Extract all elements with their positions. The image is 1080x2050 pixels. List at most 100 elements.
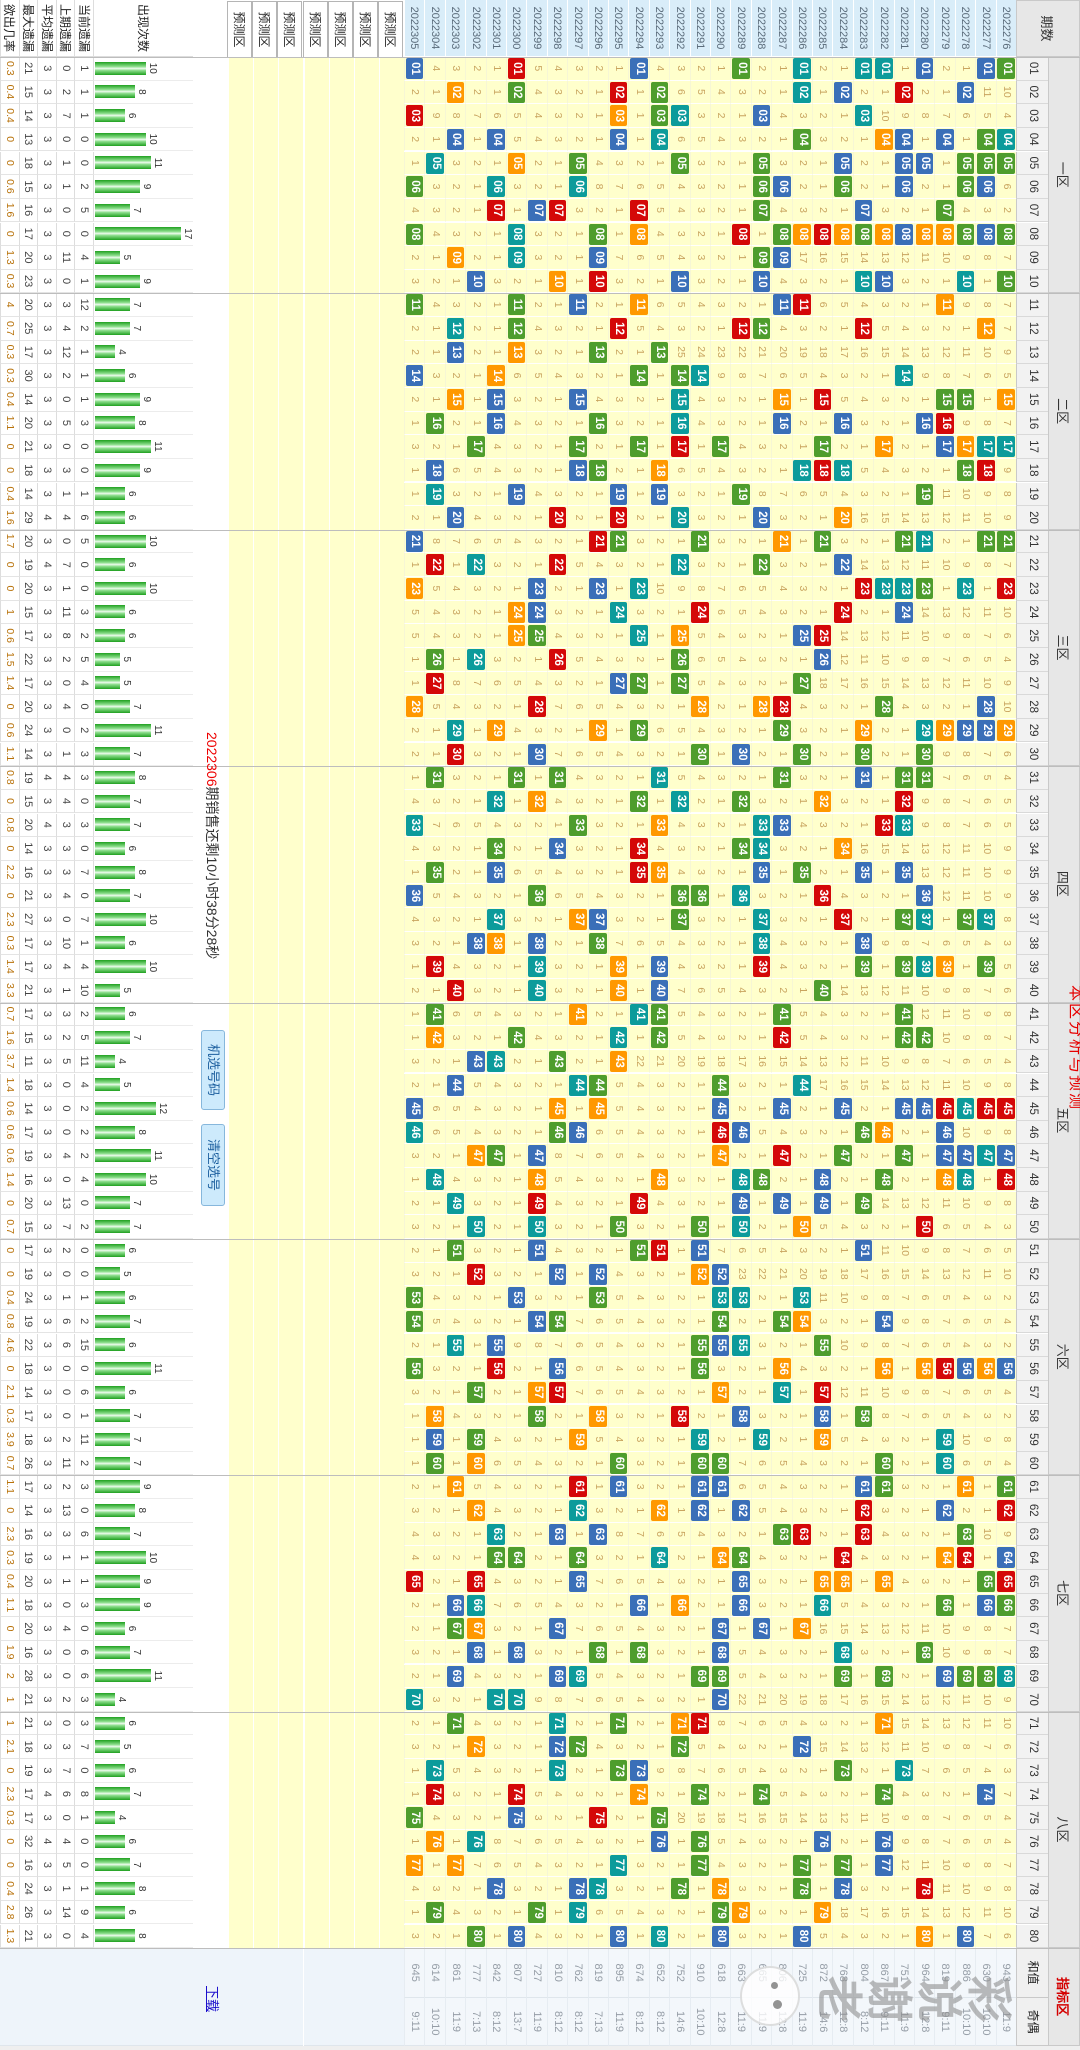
number-header-cell[interactable]: 79 (1016, 1901, 1048, 1925)
miss-count: 11 (915, 1623, 934, 1634)
number-header-cell[interactable]: 31 (1016, 766, 1048, 790)
number-header-cell[interactable]: 52 (1016, 1263, 1048, 1287)
miss-count: 5 (711, 987, 730, 993)
number-header-cell[interactable]: 50 (1016, 1215, 1048, 1239)
number-header-cell[interactable]: 61 (1016, 1475, 1048, 1499)
number-header-cell[interactable]: 58 (1016, 1405, 1048, 1429)
number-header-cell[interactable]: 09 (1016, 246, 1048, 270)
number-header-cell[interactable]: 62 (1016, 1499, 1048, 1523)
number-header-cell[interactable]: 33 (1016, 814, 1048, 838)
number-header-cell[interactable]: 25 (1016, 624, 1048, 648)
number-header-cell[interactable]: 54 (1016, 1310, 1048, 1334)
number-header-cell[interactable]: 45 (1016, 1097, 1048, 1121)
number-header-cell[interactable]: 56 (1016, 1357, 1048, 1381)
number-header-cell[interactable]: 51 (1016, 1239, 1048, 1263)
trend-cell: 04 (975, 128, 995, 152)
number-header-cell[interactable]: 10 (1016, 270, 1048, 294)
trend-cell: 4 (873, 1523, 893, 1547)
number-header-cell[interactable]: 71 (1016, 1712, 1048, 1736)
number-header-cell[interactable]: 24 (1016, 601, 1048, 625)
number-header-cell[interactable]: 75 (1016, 1806, 1048, 1830)
number-header-cell[interactable]: 15 (1016, 388, 1048, 412)
number-header-cell[interactable]: 64 (1016, 1546, 1048, 1570)
drawn-ball: 69 (957, 1666, 975, 1687)
number-header-cell[interactable]: 20 (1016, 506, 1048, 530)
number-header-cell[interactable]: 36 (1016, 884, 1048, 908)
number-header-cell[interactable]: 69 (1016, 1665, 1048, 1689)
number-header-cell[interactable]: 18 (1016, 459, 1048, 483)
drawn-ball: 70 (488, 1689, 506, 1710)
miss-count: 3 (507, 467, 526, 473)
number-header-cell[interactable]: 32 (1016, 790, 1048, 814)
number-header-cell[interactable]: 43 (1016, 1050, 1048, 1074)
number-header-cell[interactable]: 21 (1016, 530, 1048, 554)
number-header-cell[interactable]: 76 (1016, 1830, 1048, 1854)
number-header-cell[interactable]: 23 (1016, 577, 1048, 601)
number-header-cell[interactable]: 72 (1016, 1735, 1048, 1759)
drawn-ball: 74 (692, 1784, 710, 1805)
number-header-cell[interactable]: 12 (1016, 317, 1048, 341)
number-header-cell[interactable]: 48 (1016, 1168, 1048, 1192)
number-header-cell[interactable]: 39 (1016, 955, 1048, 979)
miss-count: 1 (446, 1224, 465, 1230)
number-header-cell[interactable]: 60 (1016, 1452, 1048, 1476)
number-header-cell[interactable]: 49 (1016, 1192, 1048, 1216)
number-header-cell[interactable]: 44 (1016, 1074, 1048, 1098)
number-header-cell[interactable]: 16 (1016, 412, 1048, 436)
number-header-cell[interactable]: 38 (1016, 932, 1048, 956)
number-header-cell[interactable]: 17 (1016, 435, 1048, 459)
number-header-cell[interactable]: 06 (1016, 175, 1048, 199)
number-header-cell[interactable]: 77 (1016, 1854, 1048, 1878)
number-header-cell[interactable]: 13 (1016, 341, 1048, 365)
number-header-cell[interactable]: 59 (1016, 1428, 1048, 1452)
number-header-cell[interactable]: 07 (1016, 199, 1048, 223)
number-header-cell[interactable]: 30 (1016, 743, 1048, 767)
number-header-cell[interactable]: 55 (1016, 1334, 1048, 1358)
number-header-cell[interactable]: 11 (1016, 293, 1048, 317)
number-header-cell[interactable]: 03 (1016, 104, 1048, 128)
number-header-cell[interactable]: 65 (1016, 1570, 1048, 1594)
number-header-cell[interactable]: 37 (1016, 908, 1048, 932)
number-header-cell[interactable]: 08 (1016, 223, 1048, 247)
number-header-cell[interactable]: 29 (1016, 719, 1048, 743)
miss-count: 3 (691, 184, 710, 190)
miss-count: 1 (467, 1366, 486, 1372)
number-header-cell[interactable]: 73 (1016, 1759, 1048, 1783)
number-header-cell[interactable]: 40 (1016, 979, 1048, 1003)
number-header-cell[interactable]: 78 (1016, 1877, 1048, 1901)
number-header-cell[interactable]: 41 (1016, 1003, 1048, 1027)
number-header-cell[interactable]: 04 (1016, 128, 1048, 152)
trend-cell: 3 (690, 270, 710, 294)
number-header-cell[interactable]: 22 (1016, 553, 1048, 577)
number-header-cell[interactable]: 66 (1016, 1594, 1048, 1618)
miss-count: 11 (956, 890, 975, 901)
trend-cell: 2 (526, 459, 546, 483)
number-header-cell[interactable]: 74 (1016, 1783, 1048, 1807)
number-header-cell[interactable]: 42 (1016, 1026, 1048, 1050)
trend-cell: 03 (649, 104, 669, 128)
trend-cell: 1 (975, 1168, 995, 1192)
number-header-cell[interactable]: 26 (1016, 648, 1048, 672)
number-header-cell[interactable]: 53 (1016, 1286, 1048, 1310)
number-header-cell[interactable]: 57 (1016, 1381, 1048, 1405)
number-header-cell[interactable]: 02 (1016, 81, 1048, 105)
number-header-cell[interactable]: 14 (1016, 364, 1048, 388)
number-header-cell[interactable]: 63 (1016, 1523, 1048, 1547)
number-header-cell[interactable]: 05 (1016, 152, 1048, 176)
number-header-cell[interactable]: 70 (1016, 1688, 1048, 1712)
number-header-cell[interactable]: 35 (1016, 861, 1048, 885)
trend-cell: 3 (486, 1712, 506, 1736)
number-header-cell[interactable]: 80 (1016, 1925, 1048, 1949)
number-header-cell[interactable]: 27 (1016, 672, 1048, 696)
number-header-cell[interactable]: 34 (1016, 837, 1048, 861)
number-header-cell[interactable]: 19 (1016, 483, 1048, 507)
trend-cell: 1 (914, 199, 934, 223)
number-header-cell[interactable]: 01 (1016, 57, 1048, 81)
miss-count: 3 (405, 1744, 424, 1750)
number-header-cell[interactable]: 67 (1016, 1617, 1048, 1641)
drawn-ball: 04 (977, 129, 995, 150)
number-header-cell[interactable]: 47 (1016, 1144, 1048, 1168)
number-header-cell[interactable]: 28 (1016, 695, 1048, 719)
number-header-cell[interactable]: 46 (1016, 1121, 1048, 1145)
number-header-cell[interactable]: 68 (1016, 1641, 1048, 1665)
